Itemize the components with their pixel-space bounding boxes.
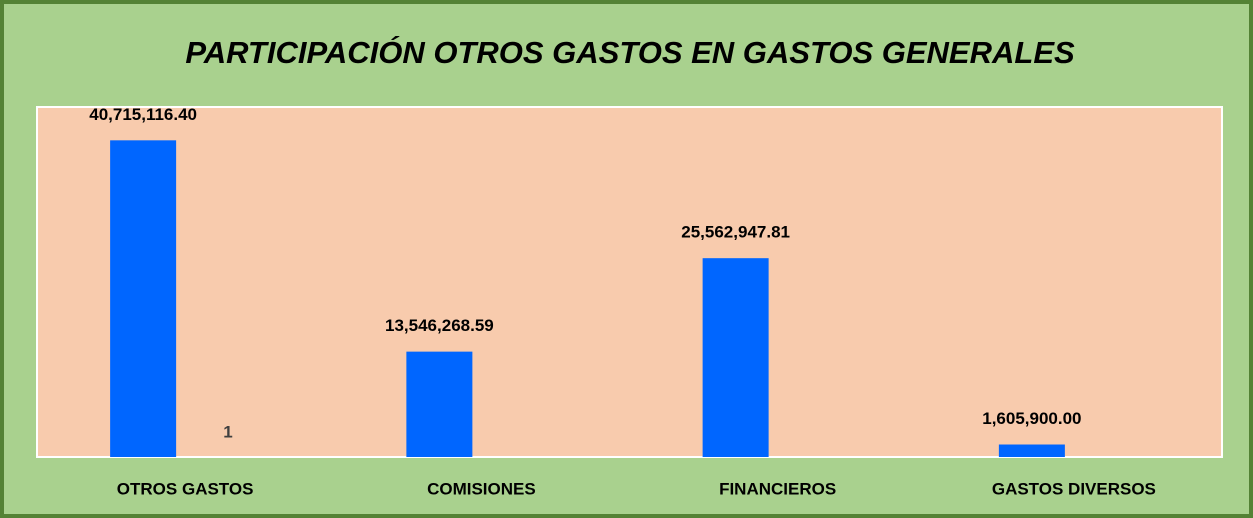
bar — [998, 444, 1065, 457]
plot-area — [36, 106, 1223, 458]
annotation: 1 — [223, 422, 232, 441]
x-tick-label: GASTOS DIVERSOS — [992, 479, 1156, 498]
data-label: 40,715,116.40 — [89, 105, 197, 124]
data-label: 1,605,900.00 — [982, 409, 1081, 428]
x-tick-label: COMISIONES — [427, 479, 536, 498]
x-tick-label: FINANCIEROS — [719, 479, 836, 498]
bar — [406, 351, 473, 457]
bar — [702, 258, 769, 457]
bar — [110, 140, 177, 457]
data-label: 25,562,947.81 — [681, 223, 790, 242]
data-label: 13,546,268.59 — [385, 316, 494, 335]
x-tick-label: OTROS GASTOS — [117, 479, 254, 498]
chart-title: PARTICIPACIÓN OTROS GASTOS EN GASTOS GEN… — [185, 35, 1075, 70]
